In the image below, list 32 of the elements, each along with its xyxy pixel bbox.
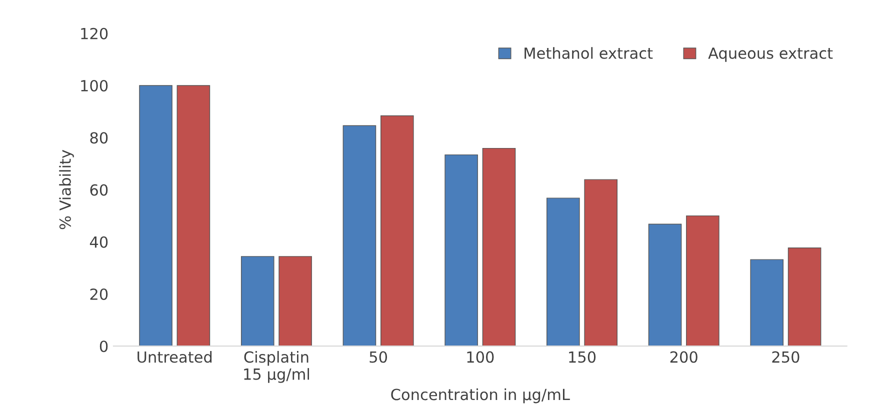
x-tick-label: 100 (467, 351, 494, 363)
x-tick-label: 200 (670, 351, 698, 363)
x-tick-label: Untreated (138, 350, 212, 363)
bar (482, 148, 516, 346)
bar (546, 198, 580, 346)
bar (750, 259, 784, 346)
x-tick-label: Cisplatin 15 µg/ml (244, 350, 310, 383)
legend-label: Aqueous extract (708, 48, 833, 62)
y-tick-label: 80 (90, 132, 108, 144)
bar (139, 85, 172, 346)
bar (278, 256, 312, 346)
x-axis-title: Concentration in µg/mL (391, 388, 570, 404)
y-tick-label: 20 (90, 288, 108, 300)
bar (176, 85, 210, 346)
bar (240, 256, 274, 346)
x-tick-label: 150 (569, 351, 596, 363)
y-tick-label: 60 (90, 184, 108, 196)
bar (788, 248, 822, 346)
x-tick-label: 50 (370, 351, 388, 363)
bar (584, 179, 618, 346)
bar (648, 224, 682, 346)
x-tick-label: 250 (772, 351, 800, 363)
y-axis-title: % Viability (59, 150, 74, 230)
bar (686, 215, 720, 346)
bar (380, 115, 414, 346)
y-tick-label: 40 (90, 236, 108, 248)
y-tick-label: 120 (81, 28, 108, 40)
y-tick-label: 100 (81, 80, 108, 92)
legend-label: Methanol extract (524, 47, 653, 59)
y-tick-label: 0 (100, 340, 108, 352)
bar (342, 125, 376, 346)
bar (444, 154, 478, 346)
